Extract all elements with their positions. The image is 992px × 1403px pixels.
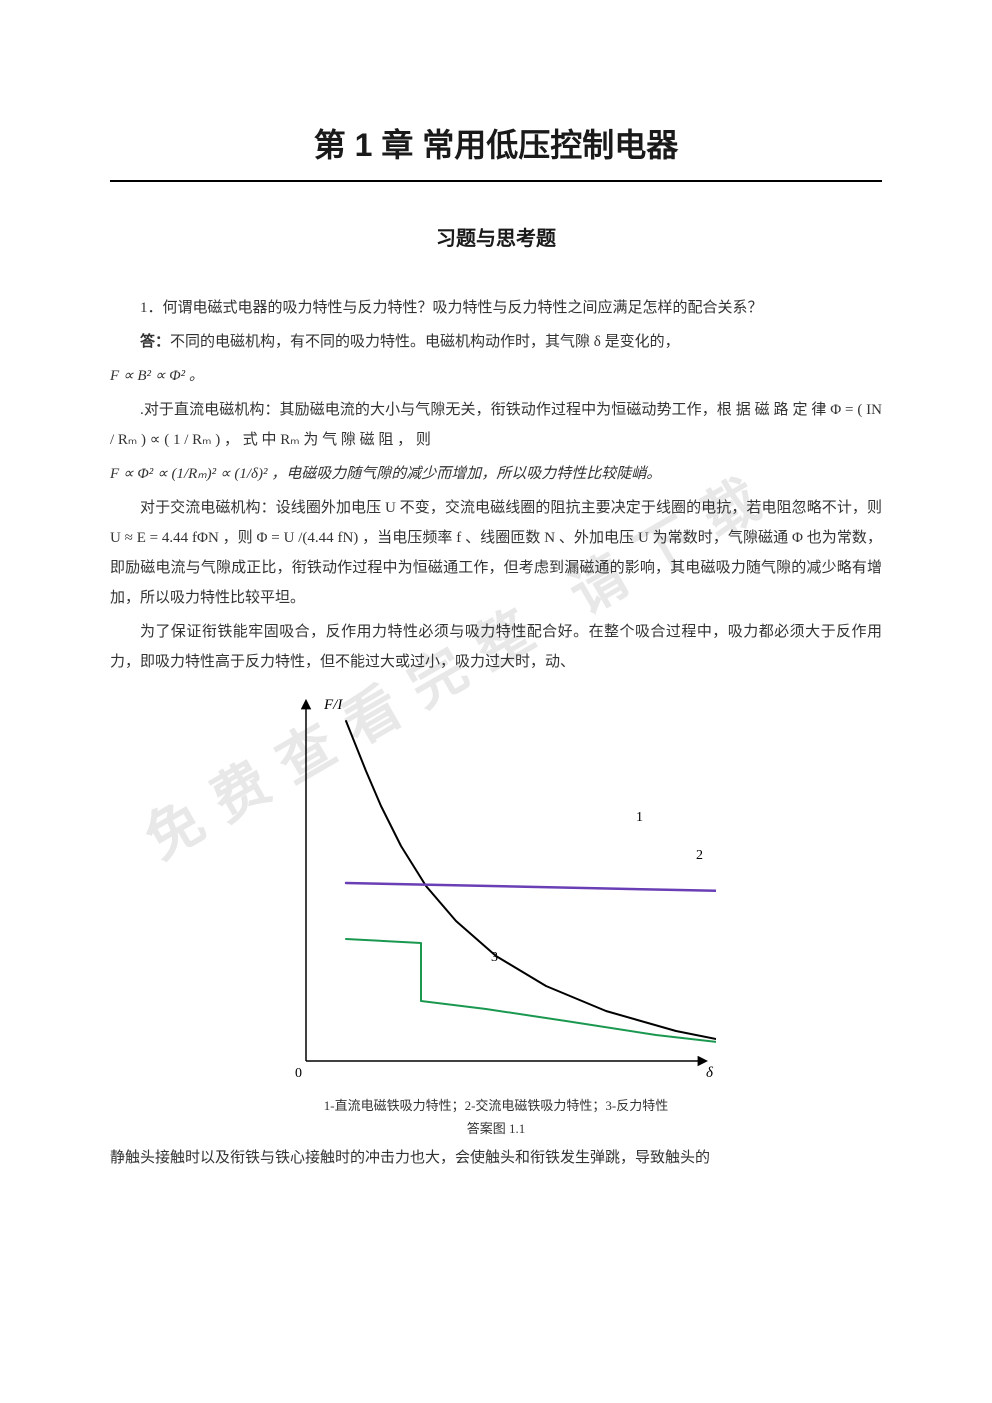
svg-text:δ: δ [706,1065,714,1081]
svg-text:F/I: F/I [323,697,343,713]
answer-1-line1: 答：不同的电磁机构，有不同的吸力特性。电磁机构动作时，其气隙 δ 是变化的， [110,327,882,357]
formula-dc: F ∝ Φ² ∝ (1/Rₘ)² ∝ (1/δ)² ，电磁吸力随气隙的减少而增加… [110,466,661,482]
svg-text:3: 3 [491,950,498,965]
chart-legend: 1-直流电磁铁吸力特性；2-交流电磁铁吸力特性；3-反力特性 [256,1095,736,1114]
chart-container: F/Iδ0123 1-直流电磁铁吸力特性；2-交流电磁铁吸力特性；3-反力特性 … [256,691,736,1137]
title-underline [110,180,882,182]
svg-text:1: 1 [636,810,643,825]
answer-1-text: 不同的电磁机构，有不同的吸力特性。电磁机构动作时，其气隙 δ 是变化的， [170,334,680,350]
paragraph-dc-formula: F ∝ Φ² ∝ (1/Rₘ)² ∝ (1/δ)² ，电磁吸力随气隙的减少而增加… [110,459,882,489]
paragraph-ac: 对于交流电磁机构：设线圈外加电压 U 不变，交流电磁线圈的阻抗主要决定于线圈的电… [110,493,882,613]
question-1: 1．何谓电磁式电器的吸力特性与反力特性？吸力特性与反力特性之间应满足怎样的配合关… [110,293,882,323]
paragraph-after-chart: 静触头接触时以及衔铁与铁心接触时的冲击力也大，会使触头和衔铁发生弹跳，导致触头的 [110,1143,882,1173]
answer-label: 答： [140,334,170,350]
answer-1-formula: F ∝ B² ∝ Φ² 。 [110,361,882,391]
formula-fb: F ∝ B² ∝ Φ² 。 [110,368,204,384]
page-content: 第 1 章 常用低压控制电器 习题与思考题 1．何谓电磁式电器的吸力特性与反力特… [110,120,882,1173]
paragraph-dc: .对于直流电磁机构：其励磁电流的大小与气隙无关，衔铁动作过程中为恒磁动势工作，根… [110,395,882,455]
paragraph-coord: 为了保证衔铁能牢固吸合，反作用力特性必须与吸力特性配合好。在整个吸合过程中，吸力… [110,617,882,677]
chapter-title: 第 1 章 常用低压控制电器 [110,120,882,166]
svg-text:0: 0 [295,1066,302,1081]
section-title: 习题与思考题 [110,222,882,251]
chart-caption: 答案图 1.1 [256,1118,736,1137]
force-gap-chart: F/I δ 0 1 2 3 [276,691,716,1089]
svg-text:2: 2 [696,848,703,863]
